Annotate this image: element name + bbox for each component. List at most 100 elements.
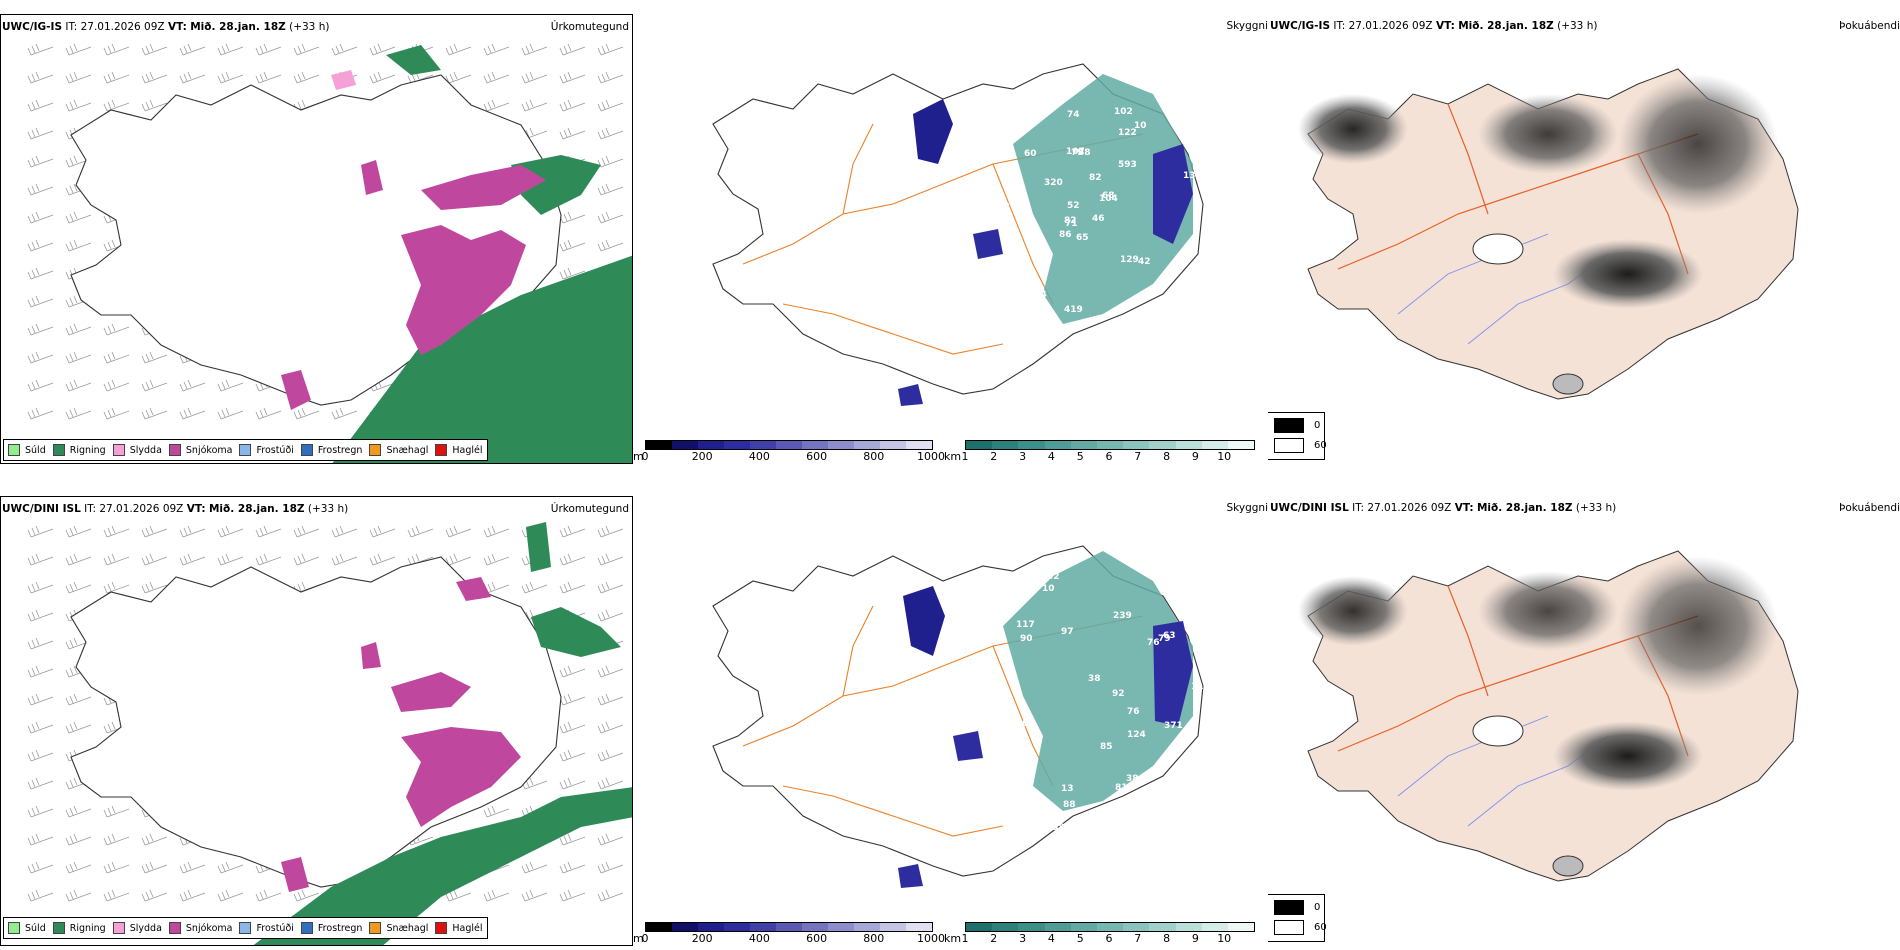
colorbar-tick: 8 bbox=[1163, 450, 1171, 463]
fog-area-north bbox=[1478, 94, 1618, 174]
wind-barb bbox=[217, 71, 244, 84]
wind-barb bbox=[65, 295, 92, 308]
wind-barb bbox=[597, 581, 624, 594]
snow-area-5 bbox=[281, 857, 309, 892]
wind-barb bbox=[483, 889, 510, 902]
colorbar-tick: 800 bbox=[863, 450, 885, 463]
ceiling-label: 104 bbox=[1099, 194, 1118, 204]
ceiling-label: 61 bbox=[1022, 719, 1035, 729]
wind-barb bbox=[483, 553, 510, 566]
colorbar-segment bbox=[880, 923, 906, 931]
ceiling-label: 80 bbox=[995, 700, 1008, 710]
wind-barb bbox=[597, 861, 624, 874]
colorbar-segment bbox=[672, 923, 698, 931]
lead-time: (+33 h) bbox=[307, 503, 349, 515]
lead-time: (+33 h) bbox=[289, 21, 330, 33]
legend-item: Snjókoma bbox=[168, 444, 232, 456]
valid-time: Mið. 28.jan. 18Z bbox=[208, 503, 305, 515]
wind-barb bbox=[65, 407, 92, 420]
wind-barb bbox=[103, 833, 130, 846]
wind-barb bbox=[521, 99, 548, 112]
wind-barb bbox=[141, 351, 168, 364]
wind-barb bbox=[293, 525, 320, 538]
wind-barb bbox=[27, 211, 54, 224]
ceiling-label: 76 bbox=[1147, 638, 1160, 648]
wind-barb bbox=[597, 721, 624, 734]
wind-barb bbox=[597, 833, 624, 846]
ceiling-label: 138 bbox=[1046, 823, 1065, 833]
wind-barb bbox=[483, 43, 510, 56]
wind-barb bbox=[141, 581, 168, 594]
precip-type-legend: Súld Rigning Slydda Snjókoma Frostúði Frostre… bbox=[3, 439, 488, 461]
ceiling-label: 65 bbox=[1076, 233, 1089, 243]
wind-barb bbox=[27, 749, 54, 762]
wind-barb bbox=[179, 525, 206, 538]
fog-area-vatnajokull bbox=[1553, 721, 1703, 791]
fog-map-bottom bbox=[1298, 550, 1799, 882]
legend-swatch bbox=[168, 444, 181, 456]
wind-barb bbox=[103, 889, 130, 902]
valid-label: VT: bbox=[167, 21, 187, 33]
ceiling-label: 31 bbox=[974, 194, 987, 204]
wind-barb bbox=[217, 889, 244, 902]
colorbar-tick: 3 bbox=[1019, 450, 1027, 463]
legend-label: Frostregn bbox=[317, 444, 363, 456]
colorbar-segment bbox=[724, 441, 750, 449]
rain-area-east bbox=[511, 155, 601, 215]
wind-barb bbox=[27, 665, 54, 678]
low-ceiling-area-north bbox=[913, 99, 953, 164]
colorbar-segment bbox=[1149, 923, 1176, 931]
title-fog: Þokuábendi bbox=[1839, 502, 1900, 514]
wind-barb bbox=[103, 323, 130, 336]
wind-barb bbox=[559, 749, 586, 762]
wind-barb bbox=[369, 525, 396, 538]
ceiling-label: 88 bbox=[1078, 148, 1091, 158]
legend-item: Slydda bbox=[112, 922, 162, 934]
colorbar-segment bbox=[1096, 441, 1124, 449]
colorbar-segment bbox=[776, 923, 802, 931]
wind-barb bbox=[141, 553, 168, 566]
wind-barb bbox=[331, 553, 358, 566]
legend-label: Snjókoma bbox=[185, 922, 233, 934]
wind-barb bbox=[27, 609, 54, 622]
visibility-unit: km bbox=[944, 932, 962, 945]
wind-barb bbox=[179, 407, 206, 420]
colorbar-segment bbox=[1175, 441, 1202, 449]
wind-barb bbox=[65, 211, 92, 224]
wind-barb bbox=[521, 889, 548, 902]
wind-barb bbox=[597, 211, 624, 224]
wind-barb bbox=[65, 693, 92, 706]
legend-item: Frostúði bbox=[239, 444, 294, 456]
wind-barb bbox=[407, 525, 434, 538]
colorbar-tick: 1 bbox=[961, 932, 969, 945]
snow-area-2 bbox=[421, 165, 546, 210]
ceiling-label: 10 bbox=[1042, 584, 1055, 594]
ceiling-label: 64 bbox=[1172, 598, 1185, 608]
wind-barb bbox=[27, 239, 54, 252]
colorbar-segment bbox=[802, 923, 828, 931]
ceiling-label: 63 bbox=[1163, 631, 1176, 641]
wind-barb bbox=[559, 861, 586, 874]
wind-barb bbox=[103, 43, 130, 56]
colorbar-segment bbox=[828, 441, 854, 449]
legend-label: Frostúði bbox=[256, 444, 294, 456]
fog-legend-item: 60 bbox=[1274, 920, 1327, 935]
wind-barb bbox=[217, 379, 244, 392]
colorbar-segment bbox=[1149, 441, 1176, 449]
wind-barb bbox=[597, 99, 624, 112]
fog-legend-item: 0 bbox=[1274, 900, 1320, 915]
wind-barb bbox=[483, 805, 510, 818]
ceiling-label: 69 bbox=[1025, 286, 1038, 296]
wind-barb bbox=[597, 183, 624, 196]
wind-barb bbox=[255, 553, 282, 566]
legend-label: Rigning bbox=[69, 444, 106, 456]
wind-barb bbox=[27, 99, 54, 112]
wind-barb bbox=[483, 525, 510, 538]
legend-label: Frostregn bbox=[317, 922, 363, 934]
wind-barb bbox=[559, 239, 586, 252]
wind-barb bbox=[597, 889, 624, 902]
colorbar-segment bbox=[828, 923, 854, 931]
wind-barb bbox=[65, 553, 92, 566]
ceiling-label: 68 bbox=[1102, 191, 1115, 201]
fog-legend-label: 60 bbox=[1314, 440, 1327, 451]
